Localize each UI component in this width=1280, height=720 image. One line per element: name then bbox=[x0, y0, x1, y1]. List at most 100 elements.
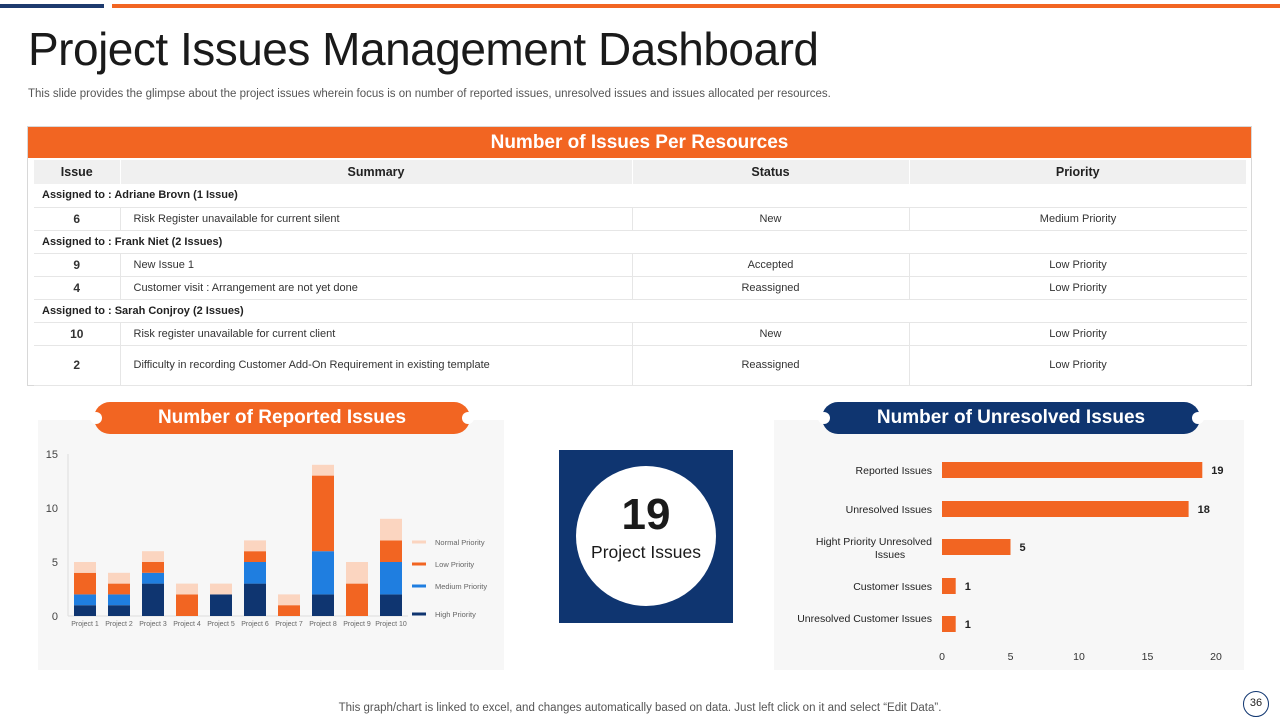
x-tick-label: Project 1 bbox=[71, 621, 99, 628]
group-label: Assigned to : Sarah Conjroy (2 Issues) bbox=[34, 299, 1247, 323]
x-tick-label: 20 bbox=[1210, 651, 1222, 663]
cell-issue: 10 bbox=[34, 322, 120, 346]
x-tick-label: Project 3 bbox=[139, 621, 167, 628]
unresolved-issues-chart[interactable]: Reported Issues 19 Unresolved Issues 18 High… bbox=[774, 420, 1244, 670]
bar-segment-low-priority bbox=[346, 583, 368, 616]
hbar bbox=[942, 616, 956, 632]
kpi-value: 19 bbox=[621, 490, 671, 539]
y-tick-label: 5 bbox=[52, 557, 58, 569]
reported-issues-panel: 0 5 10 15 Project 1 Project 2 Project 3 Project… bbox=[38, 420, 504, 670]
category-label: Customer Issues bbox=[853, 581, 932, 593]
x-tick-label: 5 bbox=[1008, 651, 1014, 663]
cell-summary: Customer visit : Arrangement are not yet… bbox=[119, 276, 632, 300]
x-tick-label: Project 4 bbox=[173, 621, 201, 628]
data-label: 5 bbox=[1020, 542, 1026, 554]
cell-issue: 4 bbox=[34, 276, 120, 300]
bar-segment-low-priority bbox=[74, 572, 96, 595]
cell-summary: Risk Register unavailable for current si… bbox=[119, 207, 632, 231]
x-tick-label: 15 bbox=[1142, 651, 1154, 663]
data-label: 19 bbox=[1211, 465, 1223, 477]
bar-segment-medium-priority bbox=[312, 551, 334, 595]
bar-segment-normal-priority bbox=[142, 551, 164, 562]
cell-status: Reassigned bbox=[631, 345, 909, 386]
bar-segment-normal-priority bbox=[244, 540, 266, 552]
data-label: 1 bbox=[965, 619, 971, 631]
issues-table: Issue Summary Status Priority Assigned t… bbox=[34, 160, 1247, 386]
cell-status: New bbox=[631, 322, 909, 346]
cell-summary: Difficulty in recording Customer Add-On … bbox=[119, 345, 632, 386]
bar-segment-high-priority bbox=[142, 583, 164, 616]
cell-priority: Low Priority bbox=[908, 345, 1247, 386]
pill-right-dot bbox=[462, 412, 474, 424]
bar-segment-normal-priority bbox=[210, 583, 232, 595]
group-row: Assigned to : Frank Niet (2 Issues) bbox=[34, 230, 1247, 254]
bar-segment-medium-priority bbox=[108, 594, 130, 606]
table-row: 4 Customer visit : Arrangement are not y… bbox=[34, 276, 1247, 300]
x-tick-label: Project 2 bbox=[105, 621, 133, 628]
category-label: Hight Priority Unresolved bbox=[816, 536, 932, 548]
category-label: Unresolved Customer Issues bbox=[797, 613, 932, 625]
cell-status: Accepted bbox=[631, 253, 909, 277]
y-tick-label: 15 bbox=[46, 449, 58, 461]
bar-segment-high-priority bbox=[244, 583, 266, 616]
reported-issues-title: Number of Reported Issues bbox=[90, 402, 474, 434]
column-header-summary: Summary bbox=[120, 160, 633, 184]
pill-left-dot bbox=[818, 412, 830, 424]
x-tick-label: Project 10 bbox=[375, 621, 407, 628]
data-label: 18 bbox=[1198, 504, 1210, 516]
unresolved-issues-panel: Reported Issues 19 Unresolved Issues 18 High… bbox=[774, 420, 1244, 670]
bar-segment-low-priority bbox=[142, 562, 164, 573]
table-row: 6 Risk Register unavailable for current … bbox=[34, 207, 1247, 231]
x-tick-label: Project 7 bbox=[275, 621, 303, 628]
kpi-label: Project Issues bbox=[591, 542, 701, 562]
bar-segment-high-priority bbox=[380, 594, 402, 616]
pill-left-dot bbox=[90, 412, 102, 424]
cell-issue: 9 bbox=[34, 253, 120, 277]
legend-label: Medium Priority bbox=[435, 582, 487, 591]
cell-summary: New Issue 1 bbox=[119, 253, 632, 277]
group-label: Assigned to : Adriane Brovn (1 Issue) bbox=[34, 184, 1247, 208]
category-label: Unresolved Issues bbox=[846, 504, 932, 516]
bar-segment-medium-priority bbox=[380, 562, 402, 595]
cell-status: New bbox=[631, 207, 909, 231]
project-issues-kpi: 19 Project Issues bbox=[559, 450, 733, 623]
kpi-circle: 19 Project Issues bbox=[576, 466, 716, 606]
bar-segment-normal-priority bbox=[278, 594, 300, 606]
pill-right-dot bbox=[1192, 412, 1204, 424]
bar-segment-medium-priority bbox=[142, 572, 164, 584]
group-label: Assigned to : Frank Niet (2 Issues) bbox=[34, 230, 1247, 254]
x-tick-label: Project 8 bbox=[309, 621, 337, 628]
cell-priority: Low Priority bbox=[908, 253, 1247, 277]
reported-issues-chart[interactable]: 0 5 10 15 Project 1 Project 2 Project 3 Project… bbox=[38, 420, 504, 670]
reported-issues-title-text: Number of Reported Issues bbox=[157, 407, 407, 428]
category-label: Issues bbox=[875, 549, 905, 561]
bar-segment-low-priority bbox=[312, 475, 334, 552]
cell-issue: 6 bbox=[34, 207, 120, 231]
bar-segment-medium-priority bbox=[74, 594, 96, 606]
bar-segment-high-priority bbox=[74, 605, 96, 616]
page-title: Project Issues Management Dashboard bbox=[28, 23, 819, 75]
group-row: Assigned to : Sarah Conjroy (2 Issues) bbox=[34, 299, 1247, 323]
top-accent-bar-navy bbox=[0, 4, 104, 8]
cell-priority: Low Priority bbox=[908, 322, 1247, 346]
legend-label: High Priority bbox=[435, 610, 476, 619]
bar-segment-medium-priority bbox=[244, 562, 266, 584]
cell-issue: 2 bbox=[34, 345, 120, 386]
bar-segment-normal-priority bbox=[346, 562, 368, 584]
page-subtitle: This slide provides the glimpse about th… bbox=[28, 88, 831, 100]
issues-per-resource-table: Number of Issues Per Resources Issue Sum… bbox=[27, 126, 1252, 386]
y-tick-label: 0 bbox=[52, 611, 58, 623]
cell-summary: Risk register unavailable for current cl… bbox=[119, 322, 632, 346]
y-tick-label: 10 bbox=[46, 503, 58, 515]
bar-segment-high-priority bbox=[108, 605, 130, 616]
hbar bbox=[942, 501, 1189, 517]
table-header-row: Issue Summary Status Priority bbox=[34, 160, 1247, 184]
bar-segment-low-priority bbox=[176, 594, 198, 616]
page-number: 36 bbox=[1243, 691, 1269, 717]
column-header-status: Status bbox=[632, 160, 910, 184]
cell-status: Reassigned bbox=[631, 276, 909, 300]
bar-segment-low-priority bbox=[380, 540, 402, 562]
group-row: Assigned to : Adriane Brovn (1 Issue) bbox=[34, 184, 1247, 208]
bar-segment-low-priority bbox=[244, 551, 266, 562]
hbar bbox=[942, 539, 1011, 555]
